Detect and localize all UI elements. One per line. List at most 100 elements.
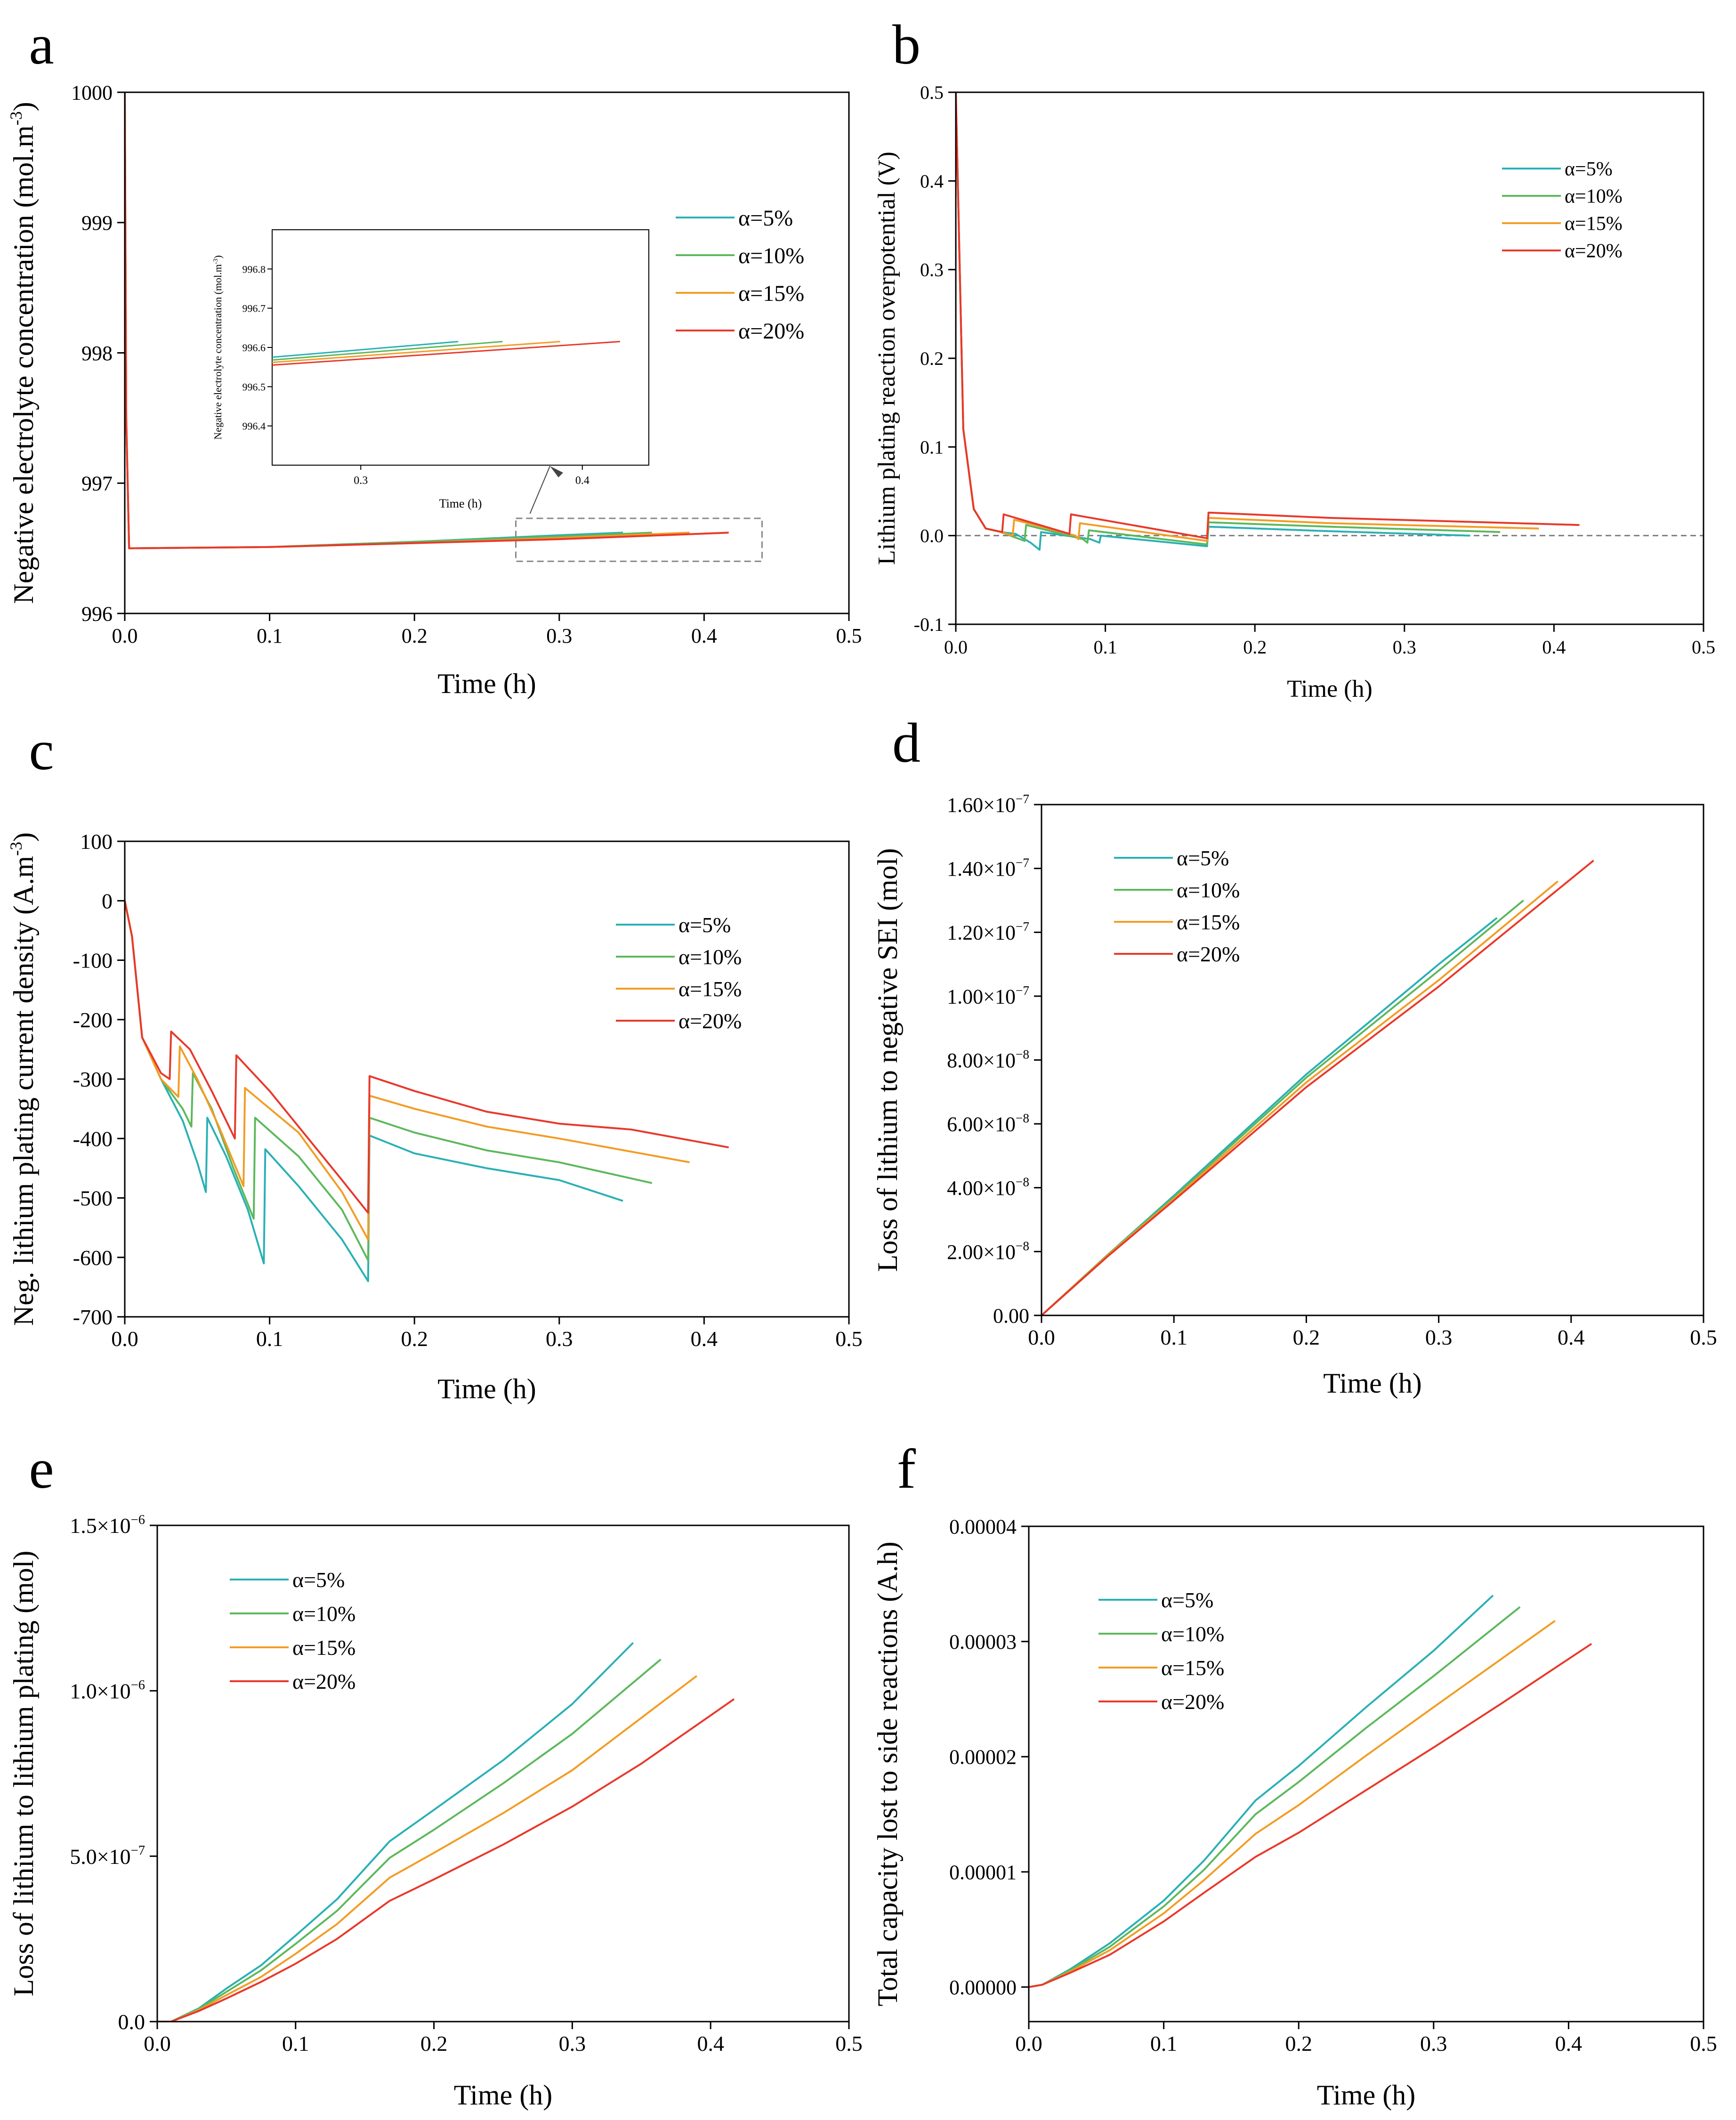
- series-line-a20: [956, 92, 1580, 540]
- legend-label: α=5%: [292, 1568, 345, 1592]
- x-tick-label: 0.4: [1555, 2031, 1583, 2056]
- y-tick-label: 997: [81, 472, 113, 495]
- inset-frame: [272, 229, 649, 466]
- x-tick-label: 0.5: [1692, 637, 1715, 658]
- y-tick-label: 0.00: [993, 1304, 1029, 1327]
- legend-label: α=15%: [292, 1636, 355, 1660]
- x-tick-label: 0.0: [144, 2031, 171, 2056]
- y-tick-label: -600: [73, 1246, 113, 1270]
- x-tick-label: 0.1: [282, 2031, 309, 2056]
- x-tick-label: 0.2: [1293, 1325, 1320, 1349]
- x-tick-label: 0.2: [1285, 2031, 1312, 2056]
- y-tick-label-base: 2.00×10: [947, 1241, 1016, 1264]
- y-tick-label: 996: [81, 602, 113, 625]
- y-tick-label: 1.0×10−6: [70, 1678, 145, 1703]
- x-tick-label: 0.3: [559, 2031, 586, 2056]
- legend-label: α=20%: [738, 319, 804, 344]
- legend-label: α=15%: [738, 281, 804, 306]
- legend-label: α=5%: [1161, 1588, 1213, 1612]
- y-tick-label-exp: −8: [1016, 1047, 1029, 1061]
- y-axis-label: Lithium plating reaction overpotential (…: [873, 152, 900, 565]
- x-axis-label: Time (h): [1323, 1368, 1421, 1399]
- x-tick-label: 0.4: [1542, 637, 1566, 658]
- y-tick-label: 0.00002: [949, 1746, 1017, 1769]
- y-tick-label-exp: −8: [1016, 1239, 1029, 1253]
- y-axis-label-main: Total capacity lost to side reactions (A…: [872, 1541, 903, 2006]
- y-tick-label: 0.4: [920, 170, 944, 192]
- y-tick-label-base: 1.0×10: [70, 1679, 130, 1703]
- panel-label-b: b: [892, 13, 920, 76]
- y-tick-label-base: 1.5×10: [70, 1514, 130, 1538]
- y-tick-label: 100: [80, 830, 113, 854]
- y-tick-label: 2.00×10−8: [947, 1239, 1029, 1263]
- series-line-a15: [125, 900, 690, 1241]
- x-tick-label: 0.3: [546, 1327, 573, 1351]
- inset-y-tick-label: 996.6: [242, 342, 266, 354]
- y-axis-label-sup: -3: [7, 111, 25, 125]
- x-axis-label: Time (h): [1317, 2080, 1415, 2111]
- inset-y-tick-label: 996.8: [242, 263, 266, 275]
- x-tick-label: 0.3: [1393, 637, 1416, 658]
- y-tick-label-exp: −7: [1016, 792, 1029, 806]
- panel-label-d: d: [892, 711, 920, 774]
- y-tick-label: 0.3: [920, 259, 944, 281]
- y-axis-label-main: Lithium plating reaction overpotential (…: [873, 152, 900, 565]
- x-tick-label: 0.0: [1015, 2031, 1042, 2056]
- inset-x-tick-label: 0.3: [354, 475, 368, 487]
- legend-label: α=5%: [1565, 159, 1613, 180]
- y-axis-label-tail: ): [8, 832, 39, 842]
- x-tick-label: 0.0: [112, 624, 138, 647]
- x-tick-label: 0.5: [1690, 2031, 1717, 2056]
- y-axis-label-main: Loss of lithium to lithium plating (mol): [8, 1551, 39, 1997]
- legend-label: α=15%: [1161, 1656, 1224, 1680]
- y-axis-label: Negative electrolyte concentration (mol.…: [7, 102, 39, 604]
- panel-label-a: a: [29, 13, 54, 76]
- y-axis-label: Neg. lithium plating current density (A.…: [7, 832, 39, 1326]
- x-tick-label: 0.4: [1558, 1325, 1585, 1349]
- x-axis-label: Time (h): [1287, 676, 1373, 702]
- inset-chart: 0.3 0.4 996.4 996.5 996.6 996.7 996.8 Time (h) N…: [212, 229, 649, 510]
- y-tick-label-base: 6.00×10: [947, 1113, 1016, 1136]
- y-tick-label-base: 4.00×10: [947, 1177, 1016, 1200]
- legend-label: α=5%: [738, 206, 793, 231]
- inset-arrow-head: [550, 466, 563, 477]
- x-tick-label: 0.4: [691, 1327, 718, 1351]
- inset-arrow-line: [529, 466, 550, 514]
- y-axis-label: Total capacity lost to side reactions (A…: [872, 1541, 903, 2006]
- x-tick-label: 0.0: [944, 637, 968, 658]
- legend-label: α=10%: [738, 243, 804, 268]
- y-tick-label: -100: [73, 949, 113, 973]
- x-tick-label: 0.1: [1150, 2031, 1178, 2056]
- y-tick-label-exp: −7: [1016, 983, 1029, 998]
- x-tick-label: 0.2: [420, 2031, 448, 2056]
- inset-y-axis-label-sup: -3: [212, 259, 219, 265]
- legend-label: α=10%: [292, 1602, 355, 1626]
- legend-label: α=10%: [1161, 1622, 1224, 1646]
- legend-label: α=5%: [678, 913, 731, 937]
- series-line-a20: [125, 900, 729, 1214]
- y-tick-label: 0.00004: [949, 1515, 1017, 1538]
- y-tick-label: 0.1: [920, 436, 944, 458]
- inset-y-axis-label-tail: ): [212, 255, 224, 258]
- y-axis-label-main: Negative electrolyte concentration (mol.…: [8, 125, 39, 604]
- panel-label-f: f: [897, 1437, 916, 1500]
- x-tick-label: 0.3: [1420, 2031, 1447, 2056]
- y-tick-label: -700: [73, 1305, 113, 1329]
- inset-x-axis-label: Time (h): [439, 497, 482, 510]
- legend-label: α=20%: [1161, 1690, 1224, 1714]
- legend-label: α=10%: [678, 945, 742, 969]
- y-tick-label-exp: −8: [1016, 1111, 1029, 1125]
- x-tick-label: 0.3: [546, 624, 572, 647]
- x-tick-label: 0.4: [691, 624, 717, 647]
- y-axis-label: Loss of lithium to lithium plating (mol): [8, 1551, 39, 1997]
- series-line-a20: [157, 1698, 735, 2022]
- legend-label: α=20%: [1177, 942, 1240, 966]
- x-tick-label: 0.2: [401, 1327, 428, 1351]
- panel-label-e: e: [29, 1437, 54, 1500]
- y-tick-label-base: 1.40×10: [947, 857, 1016, 880]
- y-tick-label-base: 1.00×10: [947, 985, 1016, 1008]
- y-tick-label: -500: [73, 1186, 113, 1210]
- y-axis-label-tail: ): [8, 102, 39, 111]
- y-tick-label-exp: −6: [131, 1513, 145, 1527]
- y-tick-label: 0.00001: [949, 1861, 1017, 1884]
